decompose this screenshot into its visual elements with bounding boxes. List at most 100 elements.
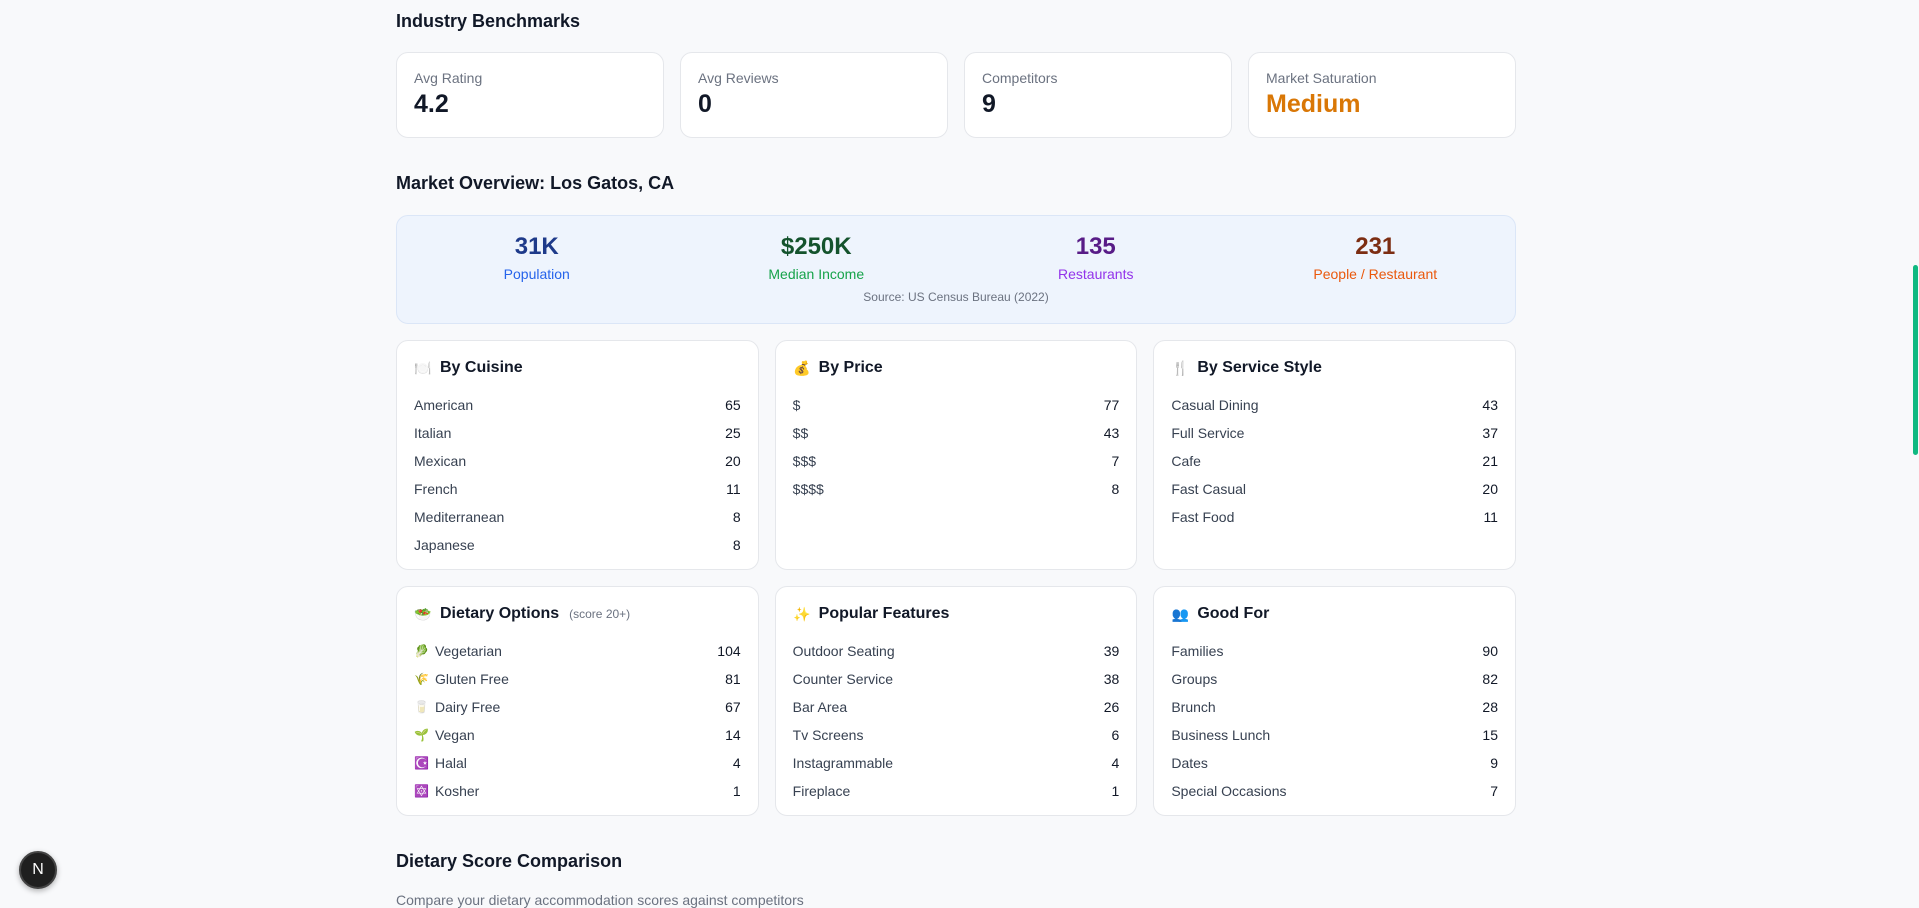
nextjs-devtools-button[interactable]: N	[19, 851, 57, 889]
item-count: 38	[1103, 671, 1120, 687]
stat-people-per-restaurant: 231 People / Restaurant	[1236, 233, 1516, 282]
stat-median-income: $250K Median Income	[677, 233, 957, 282]
dietary-comparison-description: Compare your dietary accommodation score…	[396, 892, 804, 908]
market-overview-panel: 31K Population $250K Median Income 135 Rest…	[396, 215, 1516, 324]
item-count: 104	[717, 643, 741, 659]
wheat-icon: 🌾	[414, 672, 429, 686]
item-count: 8	[1111, 481, 1120, 497]
benchmark-label: Avg Rating	[414, 70, 483, 86]
benchmark-avg-rating: Avg Rating 4.2	[396, 52, 664, 138]
list-item: Counter Service 38	[793, 665, 1120, 693]
benchmark-value: 0	[698, 90, 712, 118]
list-item: 🥬 Vegetarian 104	[414, 637, 741, 665]
section-good-for: 👥 Good For Families 90 Groups 82 Brunch 28 Busin…	[1153, 586, 1516, 816]
item-label: Cafe	[1171, 453, 1201, 469]
item-label: Brunch	[1171, 699, 1216, 715]
stat-value: 135	[1075, 233, 1116, 260]
benchmark-competitors: Competitors 9	[964, 52, 1232, 138]
stat-label: Population	[503, 266, 570, 282]
section-popular-features: ✨ Popular Features Outdoor Seating 39 Counte…	[774, 586, 1138, 816]
data-source: Source: US Census Bureau (2022)	[863, 290, 1049, 304]
stat-label: People / Restaurant	[1313, 266, 1438, 282]
section-title: By Price	[818, 359, 883, 376]
item-label: Business Lunch	[1171, 727, 1271, 743]
list-item: Fast Food 11	[1171, 503, 1498, 531]
list-item: $$$$ 8	[793, 475, 1120, 503]
item-count: 65	[725, 397, 741, 413]
list-item: 🌱 Vegan 14	[414, 721, 741, 749]
stat-value: $250K	[780, 233, 852, 260]
item-label: Fireplace	[792, 783, 851, 799]
plate-icon: 🍽️	[414, 359, 432, 376]
section-by-price: 💰 By Price $77 $$ 43 $$$ 7 $$$$ 8	[774, 340, 1138, 570]
list-item: Instagrammable 4	[793, 749, 1120, 777]
list-item: $$$ 7	[793, 447, 1120, 475]
item-count: 43	[1103, 425, 1120, 441]
item-count: 25	[725, 425, 741, 441]
benchmark-label: Avg Reviews	[698, 70, 779, 86]
item-count: 28	[1482, 699, 1498, 715]
item-label: French	[414, 481, 458, 497]
item-label: Dairy Free	[434, 699, 501, 715]
money-bag-icon: 💰	[792, 359, 811, 376]
benchmark-avg-reviews: Avg Reviews 0	[680, 52, 948, 138]
list-item: Families 90	[1171, 637, 1498, 665]
list-item: Bar Area 26	[793, 693, 1120, 721]
item-label: Fast Casual	[1171, 481, 1247, 497]
salad-icon: 🥗	[414, 605, 432, 622]
section-dietary-options: 🥗 Dietary Options (score 20+) 🥬 Vegetarian 10…	[396, 586, 759, 816]
benchmark-value: 4.2	[414, 90, 449, 118]
category-grid-2: 🥗 Dietary Options (score 20+) 🥬 Vegetarian 10…	[396, 586, 1516, 816]
milk-icon: 🥛	[414, 700, 429, 714]
list-item: 🥛 Dairy Free 67	[414, 693, 741, 721]
section-by-service-style: 🍴 By Service Style Casual Dining 43 Full Ser…	[1153, 340, 1516, 570]
item-label: Japanese	[414, 537, 475, 553]
item-label: Vegan	[434, 727, 475, 743]
crescent-icon: ☪️	[414, 756, 429, 770]
scrollbar-thumb[interactable]	[1913, 265, 1918, 455]
stat-value: 231	[1355, 233, 1396, 260]
item-label: Dates	[1171, 755, 1208, 771]
benchmark-value: Medium	[1266, 90, 1361, 118]
item-label: Families	[1171, 643, 1224, 659]
item-count: 11	[1483, 509, 1498, 525]
item-count: 7	[1111, 453, 1120, 469]
list-item: Dates 9	[1171, 749, 1498, 777]
list-item: Fireplace 1	[793, 777, 1120, 805]
item-count: 11	[726, 481, 741, 497]
item-count: 14	[725, 727, 741, 743]
star-of-david-icon: 🔯	[414, 784, 429, 798]
section-subtitle: (score 20+)	[569, 607, 631, 621]
item-count: 67	[725, 699, 741, 715]
list-item: Outdoor Seating 39	[793, 637, 1120, 665]
stat-restaurants: 135 Restaurants	[956, 233, 1236, 282]
item-label: Special Occasions	[1171, 783, 1287, 799]
item-count: 26	[1103, 699, 1120, 715]
item-label: Mediterranean	[414, 509, 505, 525]
list-item: Brunch 28	[1171, 693, 1498, 721]
item-count: 37	[1482, 425, 1498, 441]
item-label: $$$$	[792, 481, 824, 497]
sparkles-icon: ✨	[792, 605, 811, 622]
item-count: 77	[1103, 397, 1120, 413]
list-item: Groups 82	[1171, 665, 1498, 693]
item-label: Bar Area	[792, 699, 848, 715]
item-count: 8	[732, 509, 741, 525]
item-count: 6	[1111, 727, 1120, 743]
item-label: Instagrammable	[792, 755, 894, 771]
item-label: Vegetarian	[434, 643, 502, 659]
list-item: $$ 43	[793, 419, 1120, 447]
devtools-label: N	[32, 861, 44, 878]
list-item: Mediterranean 8	[414, 503, 741, 531]
item-count: 21	[1482, 453, 1498, 469]
industry-benchmarks-title: Industry Benchmarks	[396, 11, 581, 31]
item-count: 9	[1490, 755, 1498, 771]
item-label: Outdoor Seating	[792, 643, 895, 659]
item-count: 15	[1482, 727, 1498, 743]
item-count: 8	[732, 537, 741, 553]
stat-value: 31K	[514, 233, 559, 260]
section-title: Good For	[1197, 605, 1270, 622]
item-count: 20	[1482, 481, 1498, 497]
item-count: 81	[725, 671, 741, 687]
item-count: 4	[1111, 755, 1120, 771]
